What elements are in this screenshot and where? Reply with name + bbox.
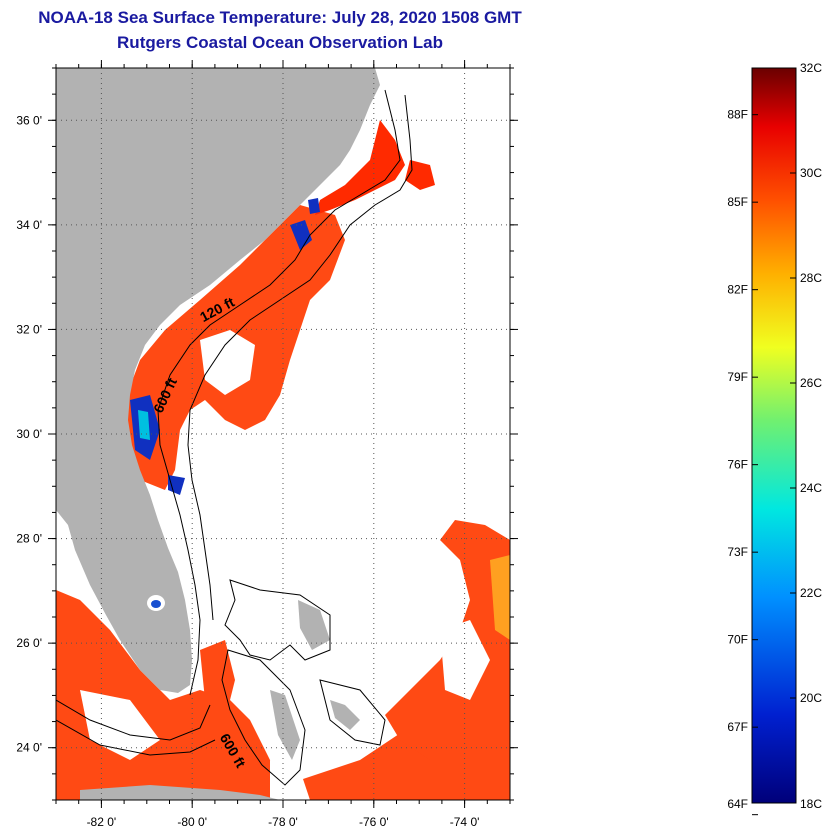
colorbar-fahrenheit-label: 64F	[727, 797, 748, 811]
colorbar-celsius-label: 22C	[800, 586, 822, 600]
colorbar-labels: 32C 30C 28C 26C 24C 22C 20C 18C 88F 85F 82F 79F 76F 7…	[727, 61, 822, 816]
colorbar-fahrenheit-label: 67F	[727, 720, 748, 734]
colorbar-celsius-label: 20C	[800, 691, 822, 705]
lon-tick-label: -76 0'	[359, 815, 389, 829]
colorbar-fahrenheit-label: 73F	[727, 545, 748, 559]
land-us-southeast	[56, 68, 380, 693]
map-title: NOAA-18 Sea Surface Temperature: July 28…	[38, 8, 522, 27]
colorbar-fahrenheit-label: 76F	[727, 458, 748, 472]
map-ticks	[48, 60, 518, 808]
graticule	[56, 68, 510, 800]
sst-cape-canaveral	[490, 555, 510, 640]
lat-tick-label: 30 0'	[16, 427, 42, 441]
land-cuba	[80, 785, 280, 800]
cold-patch	[138, 410, 150, 440]
colorbar-celsius-label: 26C	[800, 376, 822, 390]
colorbar-celsius-label: 32C	[800, 61, 822, 75]
cloud-gap	[80, 690, 160, 760]
lat-tick-label: 26 0'	[16, 636, 42, 650]
lat-tick-label: 34 0'	[16, 218, 42, 232]
colorbar-fahrenheit-label: 79F	[727, 370, 748, 384]
cloud-gap	[200, 330, 255, 395]
land-bahamas	[270, 690, 300, 760]
lat-tick-label: 36 0'	[16, 113, 42, 127]
colorbar-fahrenheit-label: 70F	[727, 633, 748, 647]
colorbar-celsius-label: 18C	[800, 797, 822, 811]
lake-okeechobee-fill	[151, 600, 161, 608]
lon-tick-label: -80 0'	[177, 815, 207, 829]
cold-patch	[290, 220, 312, 250]
lon-tick-label: -74 0'	[450, 815, 480, 829]
bathymetry-contours	[56, 89, 413, 786]
map-subtitle: Rutgers Coastal Ocean Observation Lab	[117, 33, 443, 52]
map-axis-labels: 36 0' 34 0' 32 0' 30 0' 28 0' 26 0' 24 0' -82 0…	[16, 113, 479, 829]
colorbar-celsius-label: 24C	[800, 481, 822, 495]
colorbar-fahrenheit-label: 88F	[727, 108, 748, 122]
land-bahamas	[298, 600, 330, 650]
cloud-gap	[440, 620, 490, 700]
cold-patch	[168, 475, 185, 495]
colorbar	[751, 67, 797, 804]
cold-patch	[308, 198, 320, 214]
lat-tick-label: 32 0'	[16, 322, 42, 336]
sst-cape-hatteras	[405, 160, 435, 190]
land-bahamas	[330, 700, 360, 730]
lat-tick-label: 28 0'	[16, 532, 42, 546]
colorbar-fahrenheit-label: 82F	[727, 283, 748, 297]
lon-tick-label: -82 0'	[87, 815, 117, 829]
colorbar-celsius-label: 28C	[800, 271, 822, 285]
lon-tick-label: -78 0'	[268, 815, 298, 829]
colorbar-celsius-label: 30C	[800, 166, 822, 180]
sst-shelf-nc	[315, 120, 405, 215]
lat-tick-label: 24 0'	[16, 741, 42, 755]
colorbar-fahrenheit-label: 85F	[727, 195, 748, 209]
